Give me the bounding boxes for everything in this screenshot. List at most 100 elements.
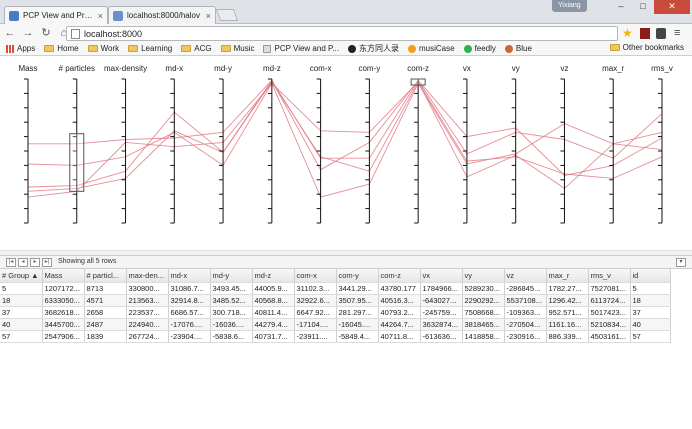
prev-page-icon[interactable]: ◂ — [18, 258, 28, 267]
column-header[interactable]: rms_v — [588, 269, 631, 283]
bookmark-learning[interactable]: Learning — [128, 44, 172, 53]
forward-arrow-icon[interactable]: → — [22, 27, 34, 39]
table-row[interactable]: 57 2547906... 1839 267724... -23904.... -5838… — [0, 330, 671, 343]
table-row[interactable]: 5 1207172... 8713 330800... 31086.7... 3493.4… — [0, 282, 671, 295]
table-cell: -5838.6... — [210, 330, 253, 343]
horizontal-scrollbar[interactable] — [0, 250, 692, 255]
site-icon — [347, 44, 356, 53]
axis[interactable]: com-z — [407, 64, 429, 224]
axis[interactable]: vz — [560, 64, 568, 224]
new-tab-button[interactable] — [215, 9, 239, 21]
profile-badge[interactable]: Yixiang — [552, 0, 587, 12]
column-header[interactable]: vy — [462, 269, 505, 283]
table-cell: -230916... — [504, 330, 547, 343]
back-arrow-icon[interactable]: ← — [4, 27, 16, 39]
column-header[interactable]: vz — [504, 269, 547, 283]
minimize-button[interactable]: – — [618, 1, 624, 11]
folder-icon — [87, 45, 98, 52]
next-page-icon[interactable]: ▸ — [30, 258, 40, 267]
axis[interactable]: vx — [462, 64, 471, 224]
axis[interactable]: com-x — [310, 64, 332, 224]
column-header[interactable]: max_r — [546, 269, 589, 283]
parallel-coordinates-plot[interactable]: Mass # particles max-density md-x md-y md-z co… — [0, 57, 692, 255]
column-header[interactable]: Mass — [42, 269, 85, 283]
bookmark-apps[interactable]: Apps — [6, 44, 35, 53]
table-cell: 32914.8... — [168, 294, 211, 307]
axis[interactable]: # particles — [59, 64, 95, 224]
axis-label: md-z — [263, 64, 281, 73]
column-header[interactable]: md-x — [168, 269, 211, 283]
axis[interactable]: vy — [511, 64, 520, 224]
table-cell: 3818465... — [462, 318, 505, 331]
maximize-button[interactable]: □ — [640, 1, 646, 11]
table-header-row: # Group ▲ Mass # particl... max-den... md-x m… — [0, 269, 671, 283]
axis[interactable]: Mass — [18, 64, 38, 224]
tab-pcp-view[interactable]: PCP View and Prope × — [4, 6, 108, 24]
extension-icon[interactable] — [640, 28, 650, 39]
axis-label: md-y — [214, 64, 232, 73]
reload-icon[interactable]: ↻ — [41, 27, 51, 39]
bookmark-pcp-view[interactable]: PCP View and P... — [263, 44, 339, 53]
table-cell: 1839 — [84, 330, 127, 343]
other-bookmarks[interactable]: Other bookmarks — [609, 43, 684, 52]
column-header[interactable]: com-y — [336, 269, 379, 283]
column-header[interactable]: md-y — [210, 269, 253, 283]
axis-label: max-density — [104, 64, 147, 73]
column-header[interactable]: # particl... — [84, 269, 127, 283]
table-row[interactable]: 37 3682618... 2658 223537... 6686.57... 300.7… — [0, 306, 671, 319]
bookmark-music[interactable]: Music — [220, 44, 254, 53]
table-row[interactable]: 40 3445700... 2487 224940... -17076.... -1603… — [0, 318, 671, 331]
table-cell: 5289230... — [462, 282, 505, 295]
home-icon[interactable]: ⌂ — [60, 27, 68, 39]
axis[interactable]: rms_v — [651, 64, 673, 224]
axis[interactable]: com-y — [358, 64, 380, 224]
column-header[interactable]: vx — [420, 269, 463, 283]
bookmark-star-icon[interactable]: ★ — [622, 26, 633, 40]
axis[interactable]: max-density — [104, 64, 147, 224]
bookmark-blue[interactable]: Blue — [504, 44, 532, 53]
table-cell: 44005.9... — [252, 282, 295, 295]
data-grid: |◂ ◂ ▸ ▸| Showing all 5 rows ▾ # Group ▲… — [0, 255, 692, 429]
column-header[interactable]: com-z — [378, 269, 421, 283]
bookmark-home[interactable]: Home — [44, 44, 79, 53]
close-tab-icon[interactable]: × — [205, 10, 211, 21]
table-cell: 40568.8... — [252, 294, 295, 307]
axis[interactable]: max_r — [602, 64, 625, 224]
last-page-icon[interactable]: ▸| — [42, 258, 52, 267]
column-header[interactable]: id — [630, 269, 671, 283]
bookmark-musicase[interactable]: musiCase — [407, 44, 455, 53]
address-bar[interactable]: localhost:8000 — [66, 26, 618, 41]
axis-brush[interactable] — [69, 133, 85, 192]
first-page-icon[interactable]: |◂ — [6, 258, 16, 267]
table-cell: 8713 — [84, 282, 127, 295]
axis[interactable]: md-y — [214, 64, 232, 224]
table-cell: 886.339... — [546, 330, 589, 343]
close-window-button[interactable]: ✕ — [654, 0, 690, 14]
table-row[interactable]: 18 6333050... 4571 213563... 32914.8... 3485.… — [0, 294, 671, 307]
table-cell: -613636... — [420, 330, 463, 343]
bookmark-acg[interactable]: ACG — [181, 44, 212, 53]
axis-brush[interactable] — [410, 78, 426, 86]
table-cell: 213563... — [126, 294, 169, 307]
tab-localhost-halo[interactable]: localhost:8000/halov × — [108, 6, 216, 24]
table-cell: 40731.7... — [252, 330, 295, 343]
bookmark-work[interactable]: Work — [87, 44, 119, 53]
bookmark-feedly[interactable]: feedly — [463, 44, 496, 53]
table-cell: -16036.... — [210, 318, 253, 331]
column-header[interactable]: md-z — [252, 269, 295, 283]
axis[interactable]: md-z — [263, 64, 281, 224]
close-tab-icon[interactable]: × — [97, 10, 103, 21]
table-cell: 44279.4... — [252, 318, 295, 331]
bookmark-touhou[interactable]: 东方同人录 — [347, 43, 399, 54]
table-cell: 18 — [0, 294, 43, 307]
axis[interactable]: md-x — [165, 64, 183, 224]
column-header[interactable]: com-x — [294, 269, 337, 283]
column-header[interactable]: max-den... — [126, 269, 169, 283]
table-cell: 5210834... — [588, 318, 631, 331]
grid-settings-icon[interactable]: ▾ — [676, 258, 686, 267]
extension-icon[interactable] — [656, 28, 666, 39]
url-text: localhost:8000 — [84, 28, 143, 39]
menu-icon[interactable]: ≡ — [674, 27, 681, 39]
column-header[interactable]: # Group ▲ — [0, 269, 43, 283]
table-cell: 223537... — [126, 306, 169, 319]
